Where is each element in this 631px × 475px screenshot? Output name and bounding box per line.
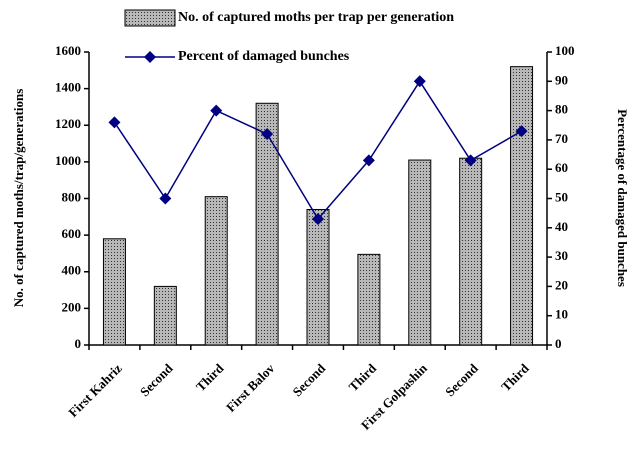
legend-marker: [144, 51, 156, 63]
bar: [204, 196, 228, 346]
y-tick-label: 1400: [55, 80, 81, 95]
y-tick-label: 1200: [55, 116, 81, 131]
x-tick-label: First Balov: [223, 360, 278, 415]
bar: [153, 285, 177, 346]
y-tick-label: 1000: [55, 153, 81, 168]
marker: [108, 116, 121, 129]
bar: [510, 66, 534, 346]
y2-tick-label: 10: [555, 307, 568, 322]
bar: [357, 253, 381, 346]
bar: [459, 157, 483, 346]
y2-tick-label: 60: [555, 160, 568, 175]
y2-tick-label: 20: [555, 277, 568, 292]
x-tick-label: Second: [137, 360, 176, 399]
marker: [362, 154, 375, 167]
y-tick-label: 1600: [55, 43, 81, 58]
y2-tick-label: 30: [555, 248, 568, 263]
marker: [413, 75, 426, 88]
legend-label: No. of captured moths per trap per gener…: [178, 10, 454, 25]
y-tick-label: 800: [62, 189, 82, 204]
marker: [210, 104, 223, 117]
y2-tick-label: 90: [555, 72, 568, 87]
x-tick-label: Third: [193, 360, 227, 394]
bar: [102, 238, 126, 346]
y-tick-label: 0: [75, 336, 82, 351]
y2-tick-label: 100: [555, 43, 575, 58]
x-tick-label: Third: [498, 360, 532, 394]
marker: [261, 128, 274, 141]
marker: [159, 192, 172, 205]
x-tick-label: Second: [442, 360, 481, 399]
y-tick-label: 600: [62, 226, 82, 241]
legend-label: Percent of damaged bunches: [178, 49, 350, 64]
bar: [255, 102, 279, 346]
y2-tick-label: 40: [555, 219, 568, 234]
bar: [408, 159, 432, 346]
marker: [312, 213, 324, 226]
marker: [515, 125, 528, 138]
y-tick-label: 200: [62, 299, 82, 314]
y2-tick-label: 70: [555, 131, 568, 146]
y-tick-label: 400: [62, 263, 82, 278]
y2-tick-label: 50: [555, 189, 568, 204]
x-tick-label: Third: [346, 360, 380, 394]
legend-swatch: [124, 9, 176, 27]
marker: [464, 154, 477, 167]
y2-tick-label: 80: [555, 102, 568, 117]
x-tick-label: Second: [290, 360, 329, 399]
x-tick-label: First Kahriz: [65, 360, 125, 420]
y2-tick-label: 0: [555, 336, 562, 351]
bar: [306, 208, 330, 346]
y-axis-label: No. of captured moths/trap/generations: [11, 89, 26, 308]
y2-axis-label: Percentage of damaged bunches: [615, 109, 630, 287]
